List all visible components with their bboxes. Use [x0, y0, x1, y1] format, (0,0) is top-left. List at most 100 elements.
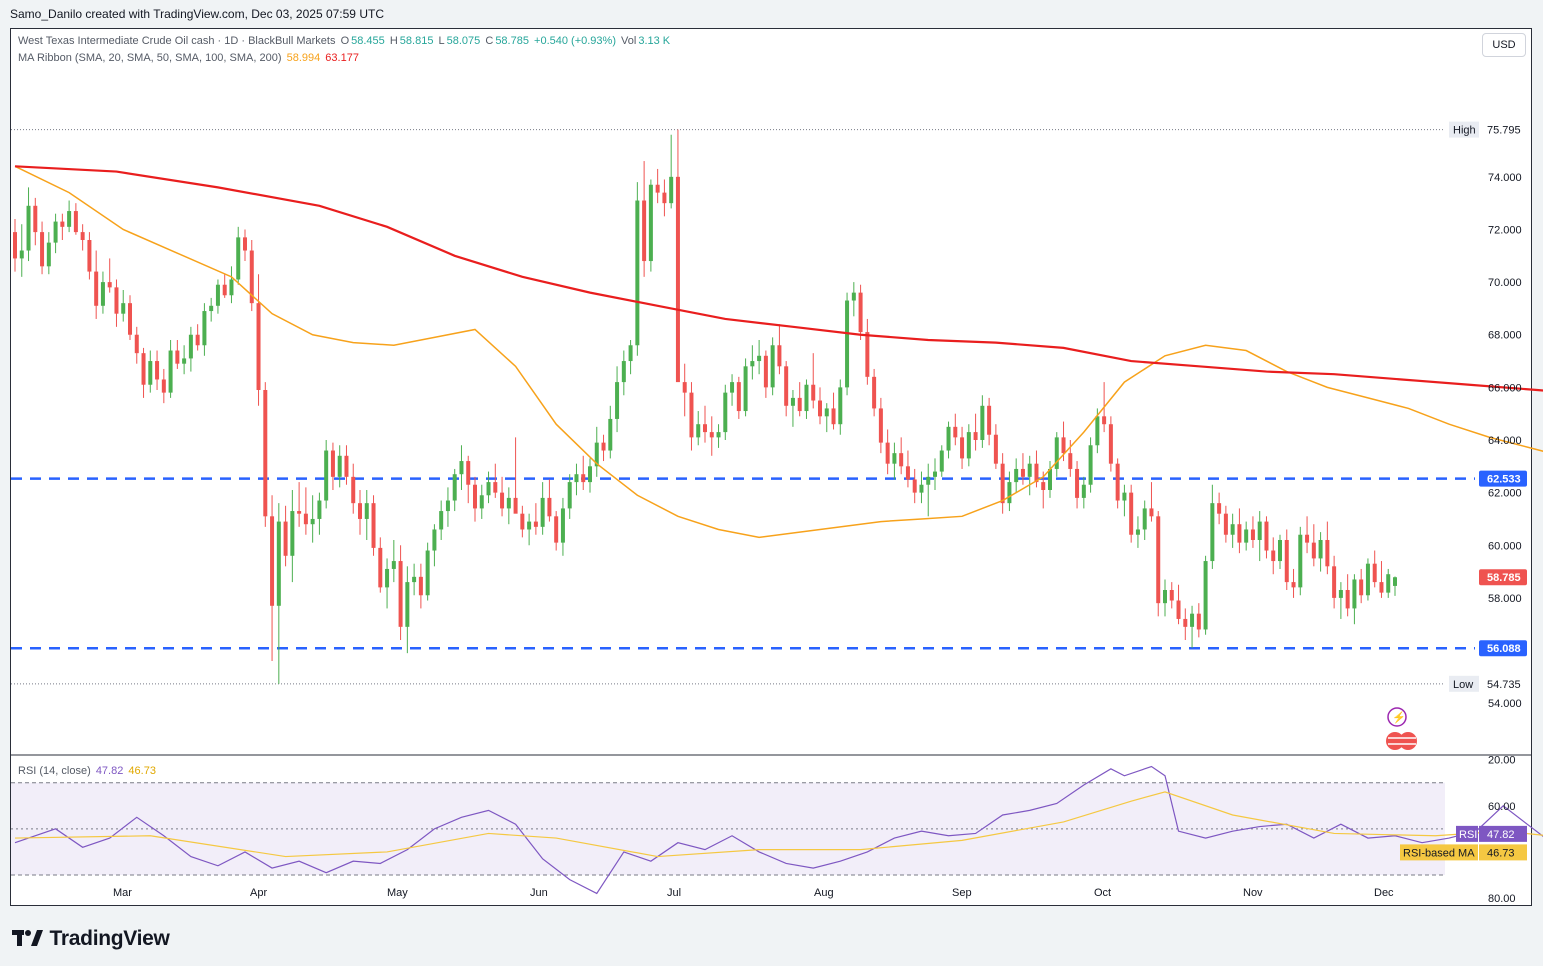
price-axis-tick: 64.000: [1488, 435, 1522, 447]
tradingview-logo-icon: [12, 930, 43, 946]
candle-body: [1203, 561, 1208, 630]
price-axis-tick: 66.000: [1488, 382, 1522, 394]
candle-body: [811, 384, 816, 401]
x-axis-label: Nov: [1243, 887, 1263, 899]
candle-body: [1041, 482, 1046, 490]
candle-body: [141, 353, 146, 385]
candle-body: [1196, 613, 1201, 630]
candle-body: [175, 350, 180, 364]
top-bar: Samo_Danilo created with TradingView.com…: [0, 0, 1543, 28]
candle-body: [1278, 540, 1282, 562]
candle-body: [466, 461, 471, 485]
candle-body: [46, 242, 51, 267]
currency-button[interactable]: USD: [1482, 33, 1526, 57]
candle-body: [486, 482, 491, 496]
last-price-tag-text: 58.785: [1487, 572, 1521, 584]
candle-body: [40, 232, 45, 267]
candle-body: [933, 471, 937, 477]
candle-body: [784, 366, 789, 406]
candle-body: [513, 497, 518, 514]
symbol-name: West Texas Intermediate Crude Oil cash ·…: [18, 35, 336, 47]
candle-body: [1223, 513, 1228, 535]
candle-body: [290, 511, 295, 556]
candle-body: [540, 497, 545, 527]
rsi-label: RSI (14, close): [18, 765, 91, 777]
candle-body: [1149, 508, 1154, 517]
candle-body: [473, 484, 477, 509]
candle-body: [892, 453, 897, 464]
price-axis-tick: 72.000: [1488, 224, 1522, 236]
volume-value: 3.13 K: [638, 35, 671, 47]
candle-body: [608, 418, 613, 451]
footer: [0, 906, 1543, 966]
candle-body: [67, 211, 72, 227]
candle-body: [317, 500, 322, 519]
ma200-value: 63.177: [325, 52, 359, 64]
candle-body: [1345, 590, 1350, 609]
candle-body: [1115, 463, 1120, 501]
candle-body: [344, 455, 349, 477]
candle-body: [53, 221, 58, 243]
candle-body: [1108, 424, 1113, 464]
rsi-ma-value-tag-bg: [1479, 844, 1527, 861]
candle-body: [588, 466, 592, 483]
candle-body: [1372, 563, 1377, 583]
candle-body: [33, 205, 38, 233]
candle-body: [939, 450, 944, 472]
candle-body: [202, 311, 207, 346]
candle-body: [1129, 492, 1134, 535]
ma20-value: 58.994: [286, 52, 321, 64]
lightning-glyph: ⚡: [1392, 711, 1406, 724]
candle-body: [1338, 590, 1343, 598]
candle-body: [912, 479, 917, 493]
candle-body: [303, 513, 308, 525]
candle-body: [1007, 482, 1012, 504]
candle-body: [1163, 590, 1167, 604]
candle-body: [533, 521, 538, 527]
candle-body: [398, 561, 403, 627]
candle-body: [1365, 563, 1370, 596]
candle-body: [804, 384, 809, 412]
candle-body: [1014, 468, 1019, 483]
candle-body: [87, 240, 92, 272]
candle-body: [391, 561, 396, 569]
candle-body: [276, 521, 281, 606]
candle-body: [960, 437, 965, 459]
candle-body: [1291, 582, 1296, 588]
level-tag-bg: [1479, 470, 1527, 487]
candle-body: [777, 345, 782, 367]
candle-body: [479, 495, 484, 509]
candle-body: [425, 550, 430, 596]
candle-body: [1379, 582, 1384, 593]
x-axis-label: May: [387, 887, 408, 899]
candle-body: [628, 345, 633, 362]
candle-body: [73, 211, 78, 233]
lightning-icon: [1387, 707, 1407, 727]
candle-body: [770, 345, 775, 388]
candle-body: [1020, 468, 1025, 477]
high-label: H: [389, 35, 398, 47]
candle-body: [148, 361, 153, 385]
candle-body: [1332, 566, 1337, 598]
candle-body: [716, 432, 721, 438]
last-price-tag-bg: [1479, 569, 1527, 586]
candle-body: [1284, 540, 1289, 583]
candle-body: [330, 450, 335, 477]
marker-low-bg: [1449, 675, 1479, 692]
candle-body: [418, 576, 423, 596]
candle-body: [1061, 437, 1066, 454]
volume-label: Vol: [621, 35, 637, 47]
candle-body: [899, 453, 904, 467]
x-axis-label: Jul: [667, 887, 681, 899]
candle-body: [270, 516, 275, 606]
candle-body: [385, 568, 390, 588]
level-tag-text: 62.533: [1487, 474, 1521, 486]
rsi-ma-line: [14, 791, 1543, 858]
candle-body: [351, 476, 356, 504]
candle-body: [615, 382, 620, 419]
candle-body: [1027, 463, 1032, 477]
candle-body: [459, 461, 464, 475]
candle-body: [1257, 521, 1262, 540]
marker-low-value: 54.735: [1487, 679, 1521, 691]
